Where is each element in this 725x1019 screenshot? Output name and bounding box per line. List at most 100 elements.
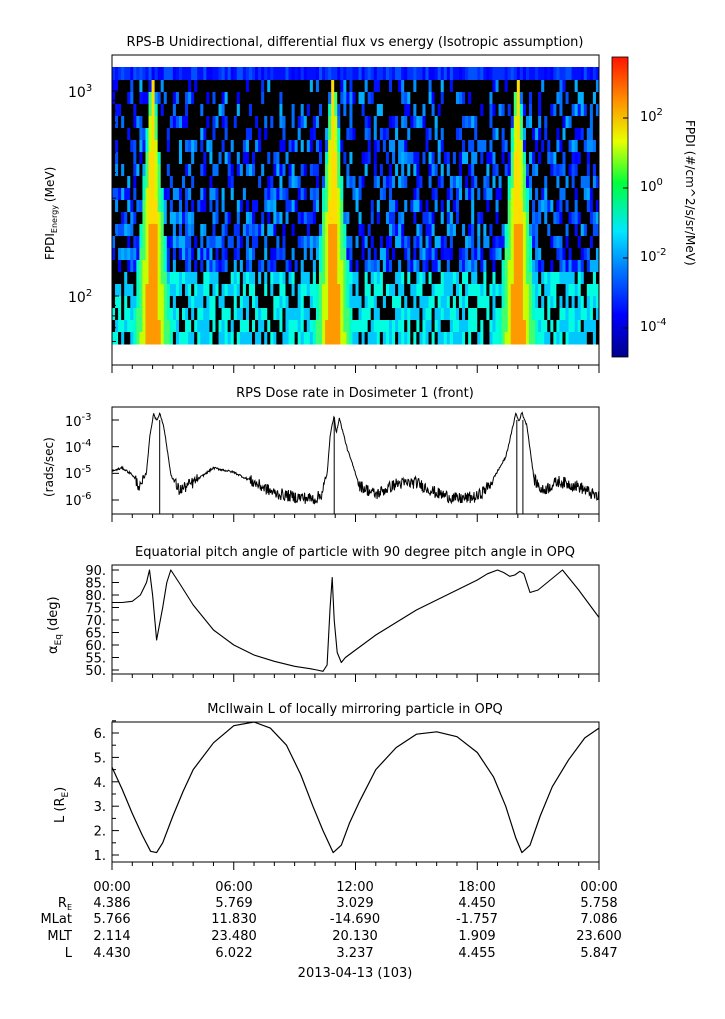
spectrogram-cell — [513, 272, 518, 285]
spectrogram-cell — [279, 332, 283, 345]
spectrogram-cell — [434, 332, 439, 345]
spectrogram-cell — [172, 224, 177, 237]
spectrogram-cell — [547, 260, 551, 273]
spectrogram-cell — [364, 176, 369, 189]
spectrogram-cell — [416, 104, 420, 117]
spectrogram-cell — [233, 164, 238, 177]
spectrogram-cell — [480, 224, 484, 237]
spectrogram-cell — [419, 248, 423, 261]
spectrogram-cell — [592, 284, 597, 297]
spectrogram-cell — [248, 80, 253, 93]
date-label: 2013-04-13 (103) — [298, 966, 413, 981]
spectrogram-cell — [449, 92, 454, 105]
spectrogram-cell — [188, 152, 192, 165]
spectrogram-cell — [127, 140, 131, 153]
spectrogram-cell — [407, 284, 411, 297]
spectrogram-cell — [401, 236, 405, 249]
spectrogram-cell — [206, 320, 210, 333]
spectrogram-cell — [458, 236, 463, 249]
spectrogram-cell — [209, 104, 213, 117]
spectrogram-cell — [340, 248, 344, 261]
spectrogram-cell — [343, 224, 347, 237]
spectrogram-cell — [446, 104, 451, 117]
spectrogram-cell — [194, 308, 198, 321]
spectrogram-cell — [501, 176, 506, 189]
spectrogram-cell — [398, 272, 402, 285]
spectrogram-cell — [568, 320, 573, 333]
ephemeris-value: 4.430 — [93, 946, 130, 961]
spectrogram-cell — [270, 152, 274, 165]
spectrogram-cell — [200, 308, 204, 321]
spectrogram-cell — [449, 284, 454, 297]
spectrogram-cell — [565, 272, 570, 285]
spectrogram-cell — [178, 80, 183, 93]
spectrogram-cell — [489, 104, 493, 117]
spectrogram-cell — [312, 260, 317, 273]
spectrogram-cell — [169, 212, 174, 225]
spectrogram-cell — [465, 332, 469, 345]
spectrogram-cell — [306, 164, 311, 177]
spectrogram-cell — [556, 128, 560, 141]
spectrogram-cell — [188, 284, 192, 297]
spectrogram-strip-cell — [556, 67, 560, 80]
spectrogram-cell — [127, 284, 131, 297]
spectrogram-cell — [133, 248, 137, 261]
spectrogram-cell — [343, 284, 347, 297]
spectrogram-strip-cell — [519, 67, 524, 80]
spectrogram-cell — [568, 296, 573, 309]
spectrogram-cell — [385, 236, 390, 249]
spectrogram-cell — [437, 188, 442, 201]
spectrogram-cell — [273, 332, 277, 345]
spectrogram-cell — [203, 320, 207, 333]
spectrogram-cell — [519, 188, 524, 201]
spectrogram-cell — [264, 224, 268, 237]
spectrogram-cell — [395, 128, 399, 141]
spectrogram-cell — [452, 284, 457, 297]
spectrogram-cell — [592, 200, 597, 213]
spectrogram-cell — [504, 140, 509, 153]
spectrogram-cell — [434, 116, 439, 129]
spectrogram-cell — [419, 176, 423, 189]
spectrogram-cell — [136, 224, 140, 237]
spectrogram-cell — [209, 164, 213, 177]
spectrogram-cell — [136, 308, 140, 321]
spectrogram-cell — [178, 224, 183, 237]
spectrogram-cell — [361, 212, 366, 225]
spectrogram-cell — [586, 164, 591, 177]
spectrogram-cell — [215, 236, 220, 249]
spectrogram-strip-cell — [270, 67, 274, 80]
colorbar-tick-1e-4: 10-4 — [623, 317, 667, 335]
spectrogram-strip-cell — [185, 67, 189, 80]
spectrogram-cell — [419, 320, 423, 333]
spectrogram-cell — [495, 320, 500, 333]
spectrogram-cell — [340, 332, 344, 345]
spectrogram-cell — [416, 188, 420, 201]
spectrogram-strip-cell — [130, 67, 134, 80]
spectrogram-cell — [288, 164, 293, 177]
spectrogram-cell — [282, 104, 286, 117]
spectrogram-cell — [352, 152, 356, 165]
spectrogram-cell — [522, 284, 527, 297]
spectrogram-cell — [300, 260, 305, 273]
spectrogram-cell — [224, 92, 229, 105]
spectrogram-cell — [522, 272, 527, 285]
spectrogram-cell — [370, 176, 375, 189]
spectrogram-cell — [279, 116, 283, 129]
spectrogram-cell — [328, 152, 332, 165]
spectrogram-cell — [443, 80, 448, 93]
spectrogram-cell — [547, 176, 551, 189]
pitch-angle-series — [112, 569, 600, 672]
spectrogram-cell — [410, 140, 414, 153]
spectrogram-cell — [337, 80, 341, 93]
spectrogram-strip-cell — [218, 67, 223, 80]
spectrogram-cell — [492, 272, 497, 285]
spectrogram-cell — [382, 152, 387, 165]
spectrogram-cell — [443, 296, 448, 309]
spectrogram-cell — [166, 140, 171, 153]
spectrogram-cell — [513, 332, 518, 345]
spectrogram-cell — [398, 212, 402, 225]
spectrogram-cell — [388, 140, 393, 153]
spectrogram-cell — [185, 152, 189, 165]
spectrogram-cell — [589, 152, 594, 165]
spectrogram-cell — [392, 272, 396, 285]
